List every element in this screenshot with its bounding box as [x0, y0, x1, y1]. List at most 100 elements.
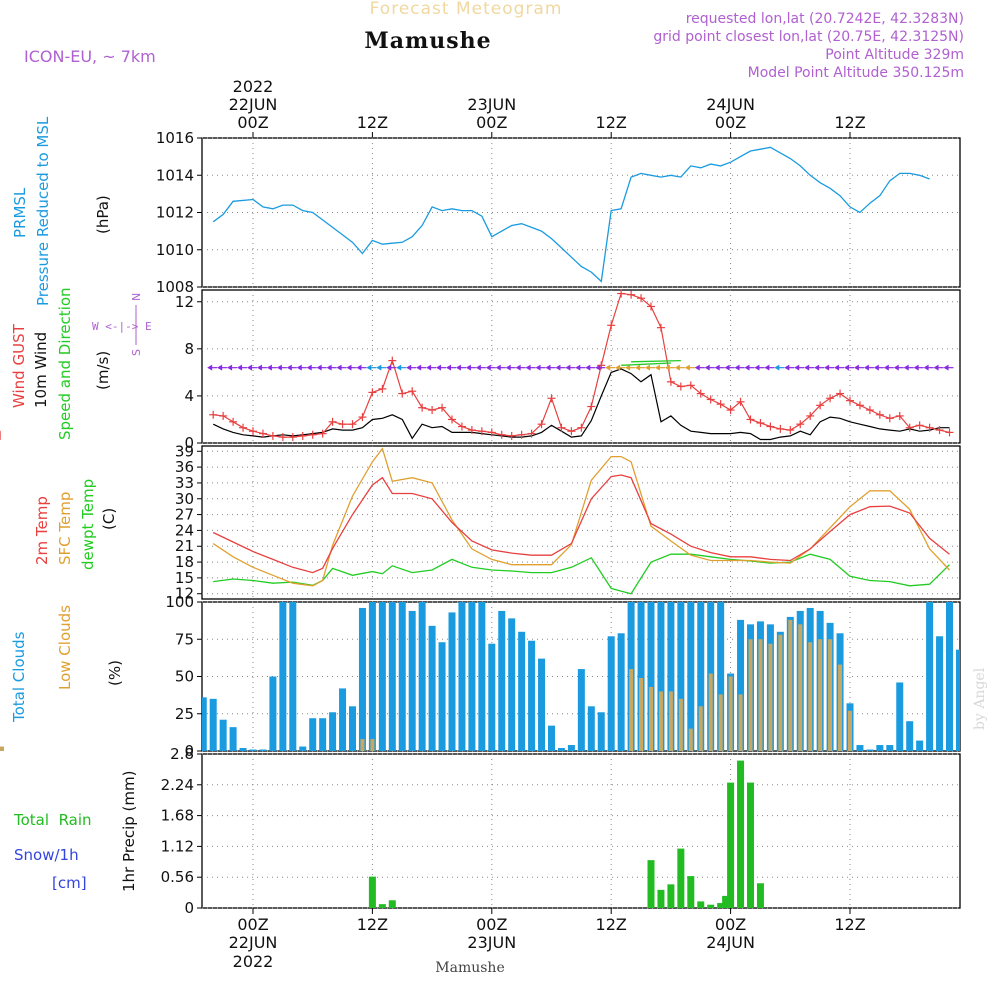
wind-direction-arrow: [237, 364, 248, 371]
wind-direction-arrow: [595, 364, 606, 371]
bottom-tick-label: 12Z: [834, 915, 865, 934]
gust-point: [895, 411, 904, 420]
t2m-label: 2m Temp: [33, 496, 51, 565]
wind-direction-arrow: [266, 364, 277, 371]
wind-direction-arrow: [694, 364, 705, 371]
wind-direction-arrow: [565, 364, 576, 371]
wind-direction-arrow: [535, 364, 546, 371]
wind-direction-arrow: [654, 364, 665, 371]
clouds-ytick-label: 75: [175, 630, 194, 648]
gust-point: [378, 384, 387, 393]
gust-point: [398, 389, 407, 398]
total-cloud-bar: [219, 719, 227, 751]
low-cloud-bar: [658, 691, 663, 751]
total-cloud-bar: [737, 619, 745, 751]
bottom-location: Mamushe: [435, 960, 504, 976]
precip-ytick-label: 0: [184, 899, 194, 917]
bottom-tick-label: 00Z: [476, 915, 507, 934]
rain-bar: [722, 895, 730, 908]
wind-ytick-label: 8: [184, 340, 194, 358]
gust-point: [438, 403, 447, 412]
total-cloud-bar: [687, 602, 695, 751]
dewpt-series-line: [213, 553, 950, 595]
gust-point: [448, 415, 456, 424]
gust-point: [487, 428, 496, 437]
total-cloud-bar: [886, 745, 894, 751]
rain-bar: [687, 876, 695, 908]
wind-direction-arrow: [575, 364, 586, 371]
gust-label: Wind GUST: [10, 323, 28, 408]
wind-direction-arrow: [814, 364, 825, 371]
total-cloud-bar: [557, 748, 565, 751]
top-tick-label: 12Z: [834, 113, 865, 132]
rain-bar: [667, 884, 675, 908]
gust-point: [557, 423, 566, 432]
gust-point: [627, 290, 636, 299]
total-cloud-bar: [906, 721, 914, 751]
sfc-label: SFC Temp: [56, 492, 74, 565]
total-cloud-bar: [358, 607, 366, 751]
requested-coords: requested lon,lat (20.7242E, 42.3283N): [686, 11, 964, 27]
total-cloud-bar: [528, 640, 536, 751]
wind-label: 10m Wind: [32, 332, 50, 408]
bottom-tick-label: 12Z: [357, 915, 388, 934]
top-tick-label: 00Z: [476, 113, 507, 132]
total-cloud-bar: [388, 602, 396, 751]
low-cloud-bar: [788, 619, 793, 751]
wind-direction-arrow: [585, 364, 596, 371]
dew-label: dewpt Temp: [79, 479, 97, 570]
wind-direction-arrow: [396, 364, 407, 371]
panels: 1008101010121014101604812121518212427303…: [0, 129, 961, 917]
temp-ytick-label: 21: [175, 537, 194, 555]
wind-direction-arrow: [784, 364, 795, 371]
temp-ytick-label: 36: [175, 458, 194, 476]
wind-direction-arrow: [933, 364, 944, 371]
total-cloud-bar: [667, 602, 675, 751]
rain-bar: [727, 782, 735, 908]
wind-direction-arrow: [247, 364, 257, 371]
total-cloud-bar: [259, 749, 267, 751]
total-cloud-bar: [289, 602, 297, 751]
total-cloud-bar: [398, 602, 406, 751]
gust-point: [666, 377, 675, 386]
wind-direction-arrow: [326, 364, 337, 371]
low-cloud-bar: [738, 694, 743, 751]
prmsl-series-line: [212, 146, 930, 283]
gust-point: [219, 411, 228, 420]
total-cloud-bar: [408, 610, 416, 751]
gust-point: [656, 323, 665, 332]
gust-point: [875, 410, 884, 419]
direction-label: Speed and Direction: [56, 287, 74, 440]
total-cloud-bar: [229, 727, 237, 751]
rain-bar: [657, 889, 665, 908]
gust-point: [836, 389, 845, 398]
wind-direction-arrow: [635, 364, 646, 371]
wind-direction-arrow: [824, 364, 835, 371]
gust-point: [915, 421, 924, 430]
gust-point: [368, 388, 377, 397]
total-clouds-label: Total Clouds: [10, 631, 28, 723]
total-cloud-bar: [279, 602, 287, 751]
low-cloud-bar: [748, 639, 753, 751]
wind-direction-arrow: [873, 364, 884, 371]
gust-point: [408, 387, 417, 396]
total-cloud-bar: [538, 658, 546, 751]
low-cloud-bar: [798, 624, 803, 751]
prmsl-label: PRMSL: [11, 187, 29, 238]
gust-point: [676, 382, 685, 391]
gust-point: [258, 429, 267, 438]
top-tick-label: 00Z: [715, 113, 746, 132]
total-cloud-bar: [202, 697, 207, 751]
total-cloud-bar: [955, 649, 960, 751]
precip-ytick-label: 1.12: [161, 837, 194, 855]
wind-panel: 0 4 8 12: [0, 289, 961, 452]
wind-direction-arrow: [704, 364, 715, 371]
low-cloud-bar: [828, 639, 833, 751]
snow-unit-label: [cm]: [52, 874, 87, 892]
pressure-ytick-label: 1014: [156, 166, 194, 184]
wind-direction-arrow: [903, 364, 914, 371]
top-date-label: 23JUN: [467, 95, 516, 114]
wind-direction-arrow: [883, 364, 894, 371]
low-cloud-bar: [649, 686, 653, 751]
total-cloud-bar: [478, 602, 486, 751]
